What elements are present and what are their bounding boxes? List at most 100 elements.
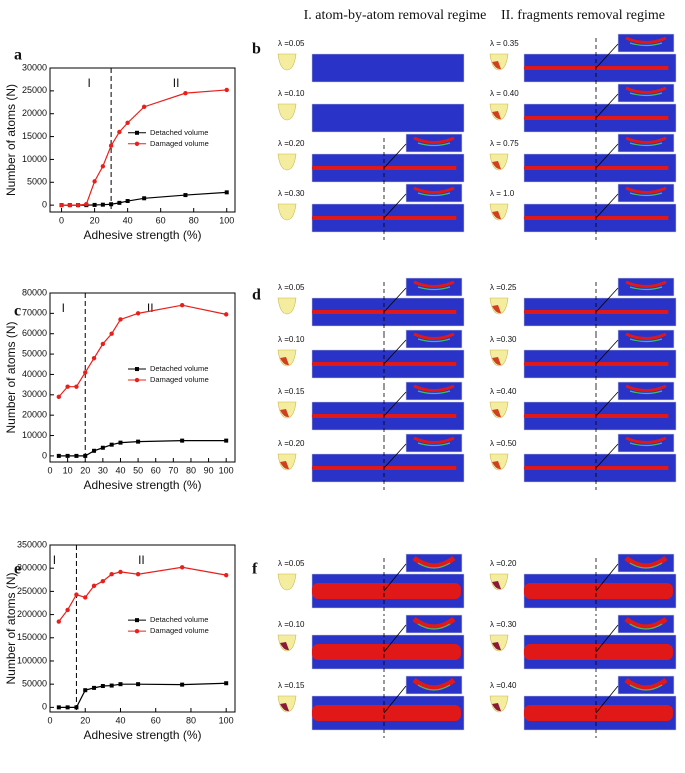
panel-label: d <box>252 287 261 304</box>
panel-label: b <box>252 41 261 58</box>
x-tick-label: 90 <box>204 465 214 475</box>
inset-crater <box>413 332 455 340</box>
plot-frame <box>49 292 236 463</box>
tip-damage <box>492 161 501 170</box>
tip-damage <box>280 409 289 418</box>
point <box>100 341 106 347</box>
inset-edge <box>417 562 451 569</box>
legend-label: Damaged volume <box>150 375 209 384</box>
point <box>183 90 188 96</box>
inset <box>405 614 463 634</box>
point <box>83 453 88 458</box>
zoom-arrow <box>595 93 619 119</box>
tip-icon <box>277 153 297 171</box>
inset-edge <box>629 192 663 197</box>
zoom-arrow <box>383 143 407 169</box>
annotation: I <box>87 76 90 90</box>
zoom-arrow <box>595 443 619 469</box>
inset-edge <box>629 390 663 395</box>
inset-edge <box>629 338 663 343</box>
lambda-label: λ =0.20 <box>278 139 305 148</box>
x-tick-label: 60 <box>156 215 166 225</box>
tip-damage <box>492 305 501 314</box>
inset-edge <box>629 142 663 147</box>
zoom-arrow <box>383 624 407 653</box>
inset-edge <box>629 42 663 47</box>
header-regime-1: I. atom-by-atom removal regime <box>304 8 487 23</box>
lambda-label: λ =0.10 <box>278 335 305 344</box>
inset-edge <box>629 623 663 630</box>
point <box>100 445 105 450</box>
inset-crater <box>413 186 455 194</box>
point <box>135 572 141 577</box>
inset-edge <box>417 684 451 691</box>
y-tick-label: 80000 <box>22 287 47 297</box>
lambda-label: λ =0.40 <box>490 681 517 690</box>
point <box>92 448 97 453</box>
point <box>109 572 114 577</box>
legend-label: Detached volume <box>150 128 208 137</box>
point <box>179 565 185 570</box>
inset-crater <box>625 332 667 340</box>
point <box>91 583 97 589</box>
inset <box>405 675 463 695</box>
inset <box>405 553 463 573</box>
point <box>92 685 97 690</box>
zoom-arrow <box>595 563 619 592</box>
inset-crater <box>625 86 667 94</box>
legend-marker <box>134 628 140 634</box>
y-tick-label: 0 <box>42 702 47 712</box>
x-tick-label: 40 <box>115 465 125 475</box>
x-tick-label: 60 <box>151 715 161 725</box>
inset-crater <box>412 616 456 630</box>
zoom-arrow <box>595 193 619 219</box>
inset-edge <box>629 684 663 691</box>
zoom-arrow <box>383 685 407 714</box>
tip-damage <box>280 357 289 366</box>
y-tick-label: 300000 <box>17 563 47 573</box>
tip-damage <box>492 642 501 651</box>
tip-icon <box>277 103 297 121</box>
point <box>65 607 70 613</box>
tip-damage <box>492 211 501 220</box>
y-tick-label: 10000 <box>22 430 47 440</box>
y-tick-label: 50000 <box>22 679 47 689</box>
inset-edge <box>417 442 451 447</box>
inset-edge <box>629 286 663 291</box>
tip-icon <box>277 203 297 221</box>
y-tick-label: 250000 <box>17 586 47 596</box>
x-tick-label: 40 <box>115 715 125 725</box>
inset-edge <box>629 442 663 447</box>
annotation: I <box>62 301 65 315</box>
lambda-label: λ =0.10 <box>278 620 305 629</box>
point <box>83 688 88 693</box>
inset-crater <box>413 136 455 144</box>
point <box>125 199 130 204</box>
damage-band <box>312 705 461 721</box>
inset <box>617 675 675 695</box>
point <box>83 595 88 600</box>
inset-crater <box>412 555 456 569</box>
header-regime-2: II. fragments removal regime <box>501 8 665 23</box>
lambda-label: λ = 0.75 <box>490 139 519 148</box>
inset-crater <box>625 36 667 44</box>
tip-damage <box>492 357 501 366</box>
zoom-arrow <box>595 339 619 365</box>
x-tick-label: 20 <box>80 465 90 475</box>
panel-label: f <box>252 561 258 578</box>
point <box>118 569 123 575</box>
point <box>135 311 141 316</box>
tip-damage <box>492 581 501 590</box>
point <box>136 682 141 687</box>
point <box>74 592 79 597</box>
inset-edge <box>417 142 451 147</box>
point <box>142 196 147 201</box>
substrate <box>311 53 465 83</box>
inset-crater <box>625 436 667 444</box>
point <box>59 202 64 208</box>
inset-crater <box>413 280 455 288</box>
inset-crater <box>413 384 455 392</box>
panel-label: c <box>14 303 21 320</box>
point <box>224 87 229 93</box>
inset-crater <box>625 280 667 288</box>
